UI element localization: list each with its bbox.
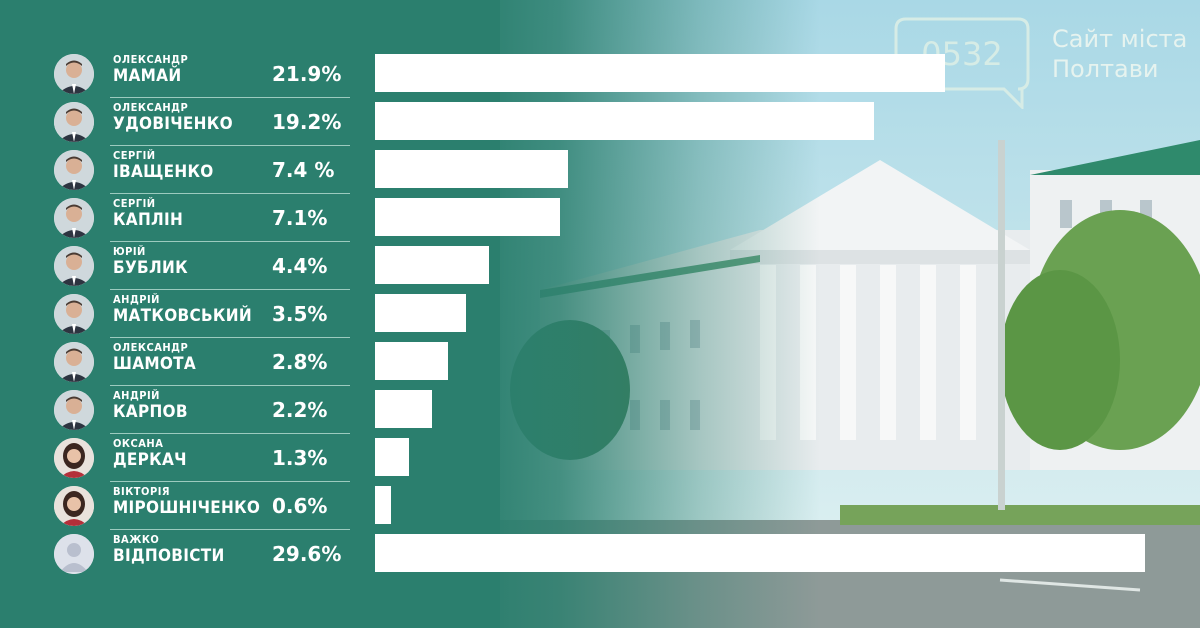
- candidate-row: ОЛЕКСАНДР УДОВІЧЕНКО 19.2%: [0, 98, 1200, 146]
- candidate-row: ОКСАНА ДЕРКАЧ 1.3%: [0, 434, 1200, 482]
- candidate-last-name: ШАМОТА: [113, 354, 197, 374]
- man-photo-icon: [54, 294, 94, 334]
- result-bar: [375, 198, 560, 236]
- candidate-last-name: МАМАЙ: [113, 66, 182, 86]
- candidate-last-name: МАТКОВСЬКИЙ: [113, 306, 252, 326]
- result-bar: [375, 342, 448, 380]
- candidate-first-name: ВІКТОРІЯ: [113, 485, 171, 498]
- candidate-name: ОЛЕКСАНДР ШАМОТА: [113, 341, 197, 375]
- percent-label: 0.6%: [272, 494, 328, 518]
- candidate-first-name: СЕРГІЙ: [113, 197, 156, 210]
- candidate-first-name: ЮРІЙ: [113, 245, 146, 258]
- candidate-first-name: ВАЖКО: [113, 533, 160, 546]
- candidate-name: АНДРІЙ МАТКОВСЬКИЙ: [113, 293, 252, 327]
- row-divider: [110, 385, 350, 386]
- row-divider: [110, 97, 350, 98]
- candidate-row: ЮРІЙ БУБЛИК 4.4%: [0, 242, 1200, 290]
- result-bar: [375, 246, 489, 284]
- percent-label: 3.5%: [272, 302, 328, 326]
- candidate-name: ОКСАНА ДЕРКАЧ: [113, 437, 187, 471]
- candidate-name: СЕРГІЙ ІВАЩЕНКО: [113, 149, 214, 183]
- candidate-name: ОЛЕКСАНДР УДОВІЧЕНКО: [113, 101, 233, 135]
- percent-label: 2.2%: [272, 398, 328, 422]
- man-photo-icon: [54, 102, 94, 142]
- man-photo-icon: [54, 342, 94, 382]
- candidate-row: АНДРІЙ МАТКОВСЬКИЙ 3.5%: [0, 290, 1200, 338]
- woman-photo-icon: [54, 438, 94, 478]
- percent-label: 1.3%: [272, 446, 328, 470]
- result-bar: [375, 102, 874, 140]
- candidate-last-name: КАРПОВ: [113, 402, 188, 422]
- candidate-first-name: ОЛЕКСАНДР: [113, 53, 189, 66]
- candidate-first-name: ОЛЕКСАНДР: [113, 101, 189, 114]
- candidate-name: АНДРІЙ КАРПОВ: [113, 389, 188, 423]
- candidate-first-name: ОЛЕКСАНДР: [113, 341, 189, 354]
- candidate-last-name: ДЕРКАЧ: [113, 450, 187, 470]
- candidate-row: ОЛЕКСАНДР ШАМОТА 2.8%: [0, 338, 1200, 386]
- woman-photo-icon: [54, 486, 94, 526]
- site-name-line1: Сайт міста: [1052, 25, 1188, 53]
- man-photo-icon: [54, 246, 94, 286]
- result-bar: [375, 534, 1145, 572]
- man-photo-icon: [54, 390, 94, 430]
- result-bar: [375, 54, 945, 92]
- result-bar: [375, 438, 409, 476]
- candidate-name: ВАЖКО ВІДПОВІСТИ: [113, 533, 225, 567]
- candidate-first-name: АНДРІЙ: [113, 389, 160, 402]
- row-divider: [110, 337, 350, 338]
- result-bar: [375, 390, 432, 428]
- man-photo-icon: [54, 150, 94, 190]
- row-divider: [110, 433, 350, 434]
- candidate-name: СЕРГІЙ КАПЛІН: [113, 197, 184, 231]
- result-bar: [375, 294, 466, 332]
- candidate-name: ЮРІЙ БУБЛИК: [113, 245, 188, 279]
- candidate-last-name: МІРОШНІЧЕНКО: [113, 498, 261, 518]
- percent-label: 29.6%: [272, 542, 342, 566]
- candidate-name: ОЛЕКСАНДР МАМАЙ: [113, 53, 189, 87]
- candidate-last-name: ІВАЩЕНКО: [113, 162, 214, 182]
- site-name-line2: Полтави: [1052, 55, 1159, 83]
- row-divider: [110, 529, 350, 530]
- row-divider: [110, 481, 350, 482]
- candidate-row: АНДРІЙ КАРПОВ 2.2%: [0, 386, 1200, 434]
- candidate-last-name: ВІДПОВІСТИ: [113, 546, 225, 566]
- row-divider: [110, 241, 350, 242]
- percent-label: 7.4 %: [272, 158, 335, 182]
- candidate-name: ВІКТОРІЯ МІРОШНІЧЕНКО: [113, 485, 261, 519]
- candidate-row: ОЛЕКСАНДР МАМАЙ 21.9%: [0, 50, 1200, 98]
- man-photo-icon: [54, 198, 94, 238]
- candidate-row: ВІКТОРІЯ МІРОШНІЧЕНКО 0.6%: [0, 482, 1200, 530]
- result-bar: [375, 486, 391, 524]
- percent-label: 2.8%: [272, 350, 328, 374]
- man-photo-icon: [54, 54, 94, 94]
- row-divider: [110, 193, 350, 194]
- site-name: Сайт міста Полтави: [1052, 24, 1187, 84]
- candidate-row: ВАЖКО ВІДПОВІСТИ 29.6%: [0, 530, 1200, 578]
- percent-label: 21.9%: [272, 62, 342, 86]
- result-bar: [375, 150, 568, 188]
- candidate-first-name: АНДРІЙ: [113, 293, 160, 306]
- percent-label: 19.2%: [272, 110, 342, 134]
- candidate-last-name: КАПЛІН: [113, 210, 184, 230]
- candidate-first-name: СЕРГІЙ: [113, 149, 156, 162]
- percent-label: 7.1%: [272, 206, 328, 230]
- candidate-first-name: ОКСАНА: [113, 437, 164, 450]
- candidate-row: СЕРГІЙ КАПЛІН 7.1%: [0, 194, 1200, 242]
- percent-label: 4.4%: [272, 254, 328, 278]
- candidate-row: СЕРГІЙ ІВАЩЕНКО 7.4 %: [0, 146, 1200, 194]
- candidate-last-name: БУБЛИК: [113, 258, 188, 278]
- placeholder-user-icon: [54, 534, 94, 574]
- row-divider: [110, 289, 350, 290]
- row-divider: [110, 145, 350, 146]
- candidate-last-name: УДОВІЧЕНКО: [113, 114, 233, 134]
